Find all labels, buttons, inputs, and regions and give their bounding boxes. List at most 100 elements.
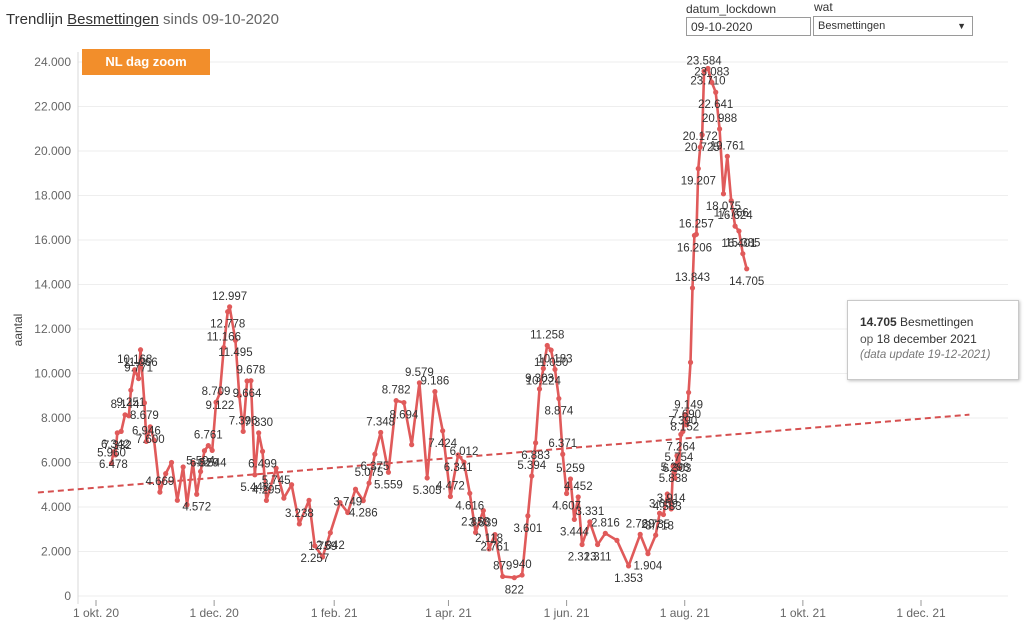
data-label: 2.858 <box>461 516 490 528</box>
data-point <box>147 424 153 430</box>
series-line <box>110 67 748 579</box>
data-label: 4.669 <box>146 476 175 488</box>
data-point <box>447 493 454 500</box>
x-tick-label: 1 apr. 21 <box>425 606 472 620</box>
data-label: 2.313 <box>568 552 597 564</box>
data-label: 4.286 <box>349 508 378 520</box>
data-label: 4.616 <box>455 500 484 512</box>
data-label: 8.709 <box>202 386 231 398</box>
data-label: 9.664 <box>233 388 262 400</box>
data-label: 9.771 <box>124 363 153 375</box>
data-label: 6.371 <box>548 438 577 450</box>
wat-select[interactable]: Besmettingen ▼ <box>813 16 973 36</box>
data-label: 1.904 <box>634 561 663 573</box>
data-point <box>695 166 701 172</box>
data-point <box>174 497 180 503</box>
data-label: 7.348 <box>366 417 395 429</box>
data-point <box>378 429 384 436</box>
y-tick-label: 16.000 <box>34 233 71 247</box>
trendline <box>37 413 970 494</box>
chevron-down-icon: ▼ <box>957 21 966 31</box>
data-point <box>227 304 233 310</box>
datum-lockdown-input[interactable]: 09-10-2020 <box>686 17 811 36</box>
y-tick-label: 22.000 <box>34 100 71 114</box>
data-point <box>686 389 692 396</box>
data-point <box>467 490 473 496</box>
data-point <box>409 442 415 448</box>
data-label: 11.166 <box>207 332 241 344</box>
data-label: 6.342 <box>101 439 130 451</box>
data-point <box>141 400 148 406</box>
title-measure-link[interactable]: Besmettingen <box>67 11 159 28</box>
data-point <box>401 399 407 406</box>
data-label: 2.118 <box>475 533 503 545</box>
data-label: 20.988 <box>702 113 737 125</box>
x-tick-label: 1 okt. 20 <box>73 606 119 620</box>
data-point <box>682 412 688 418</box>
data-label: 16.401 <box>721 238 756 250</box>
data-point <box>184 502 190 508</box>
data-label: 7.332 <box>103 440 132 452</box>
x-tick-label: 1 dec. 21 <box>896 606 946 620</box>
data-point <box>281 495 287 501</box>
data-label: 3.718 <box>645 520 674 532</box>
data-label: 8.782 <box>382 385 411 397</box>
data-label: 15.385 <box>725 238 760 250</box>
data-label: 23.710 <box>690 75 725 87</box>
data-point <box>571 516 577 522</box>
data-point <box>705 65 711 72</box>
data-point <box>529 473 535 479</box>
data-label: 1.353 <box>614 573 643 585</box>
data-point <box>157 489 163 495</box>
x-tick-label: 1 okt. 21 <box>780 606 826 620</box>
data-label: 11.066 <box>123 357 157 369</box>
data-label: 8.679 <box>130 410 159 422</box>
data-label: 16.257 <box>679 218 714 230</box>
data-point <box>720 191 727 197</box>
y-tick-label: 24.000 <box>34 55 71 69</box>
data-label: 3.749 <box>333 497 362 509</box>
data-point <box>296 521 302 527</box>
data-label: 6.946 <box>132 425 161 437</box>
data-label: 6.761 <box>194 430 223 442</box>
data-point <box>716 126 723 132</box>
tooltip-measure: Besmettingen <box>900 315 974 329</box>
data-point <box>248 378 254 384</box>
data-point <box>168 459 175 466</box>
data-point <box>740 251 746 257</box>
data-label: 2.311 <box>584 552 612 564</box>
page-title: Trendlijn Besmettingen sinds 09-10-2020 <box>6 11 279 28</box>
data-label: 6.478 <box>99 459 128 471</box>
y-tick-label: 2.000 <box>41 545 71 559</box>
data-label: 16.624 <box>717 210 753 222</box>
wat-selected-value: Besmettingen <box>818 20 886 32</box>
data-label: 9.579 <box>405 367 434 379</box>
data-label: 6.499 <box>248 458 277 470</box>
data-label: 5.838 <box>659 473 688 485</box>
data-label: 6.012 <box>450 446 479 458</box>
data-label: 4.295 <box>252 484 281 496</box>
data-label: 4.583 <box>653 501 682 513</box>
data-point <box>163 471 169 477</box>
data-point <box>670 463 676 469</box>
data-label: 9.186 <box>421 376 450 388</box>
data-label: 10.168 <box>117 354 152 366</box>
data-point <box>225 309 231 315</box>
data-label: 8.144 <box>111 399 140 411</box>
data-label: 2.735 <box>641 519 670 531</box>
data-point <box>393 398 399 404</box>
y-axis-label: aantal <box>11 314 25 347</box>
data-point <box>213 399 219 405</box>
data-point <box>575 494 581 500</box>
data-point <box>424 475 430 481</box>
data-label: 5.305 <box>413 485 442 497</box>
data-point <box>180 464 186 470</box>
nl-dag-zoom-button[interactable]: NL dag zoom <box>82 49 210 75</box>
data-label: 19.207 <box>681 176 716 188</box>
tooltip-note: (data update 19-12-2021) <box>860 349 991 361</box>
data-label: 8.874 <box>544 406 573 418</box>
data-label: 2.761 <box>481 542 510 554</box>
data-point <box>674 453 680 459</box>
tooltip-prefix: op <box>860 332 874 346</box>
y-tick-label: 10.000 <box>34 367 71 381</box>
